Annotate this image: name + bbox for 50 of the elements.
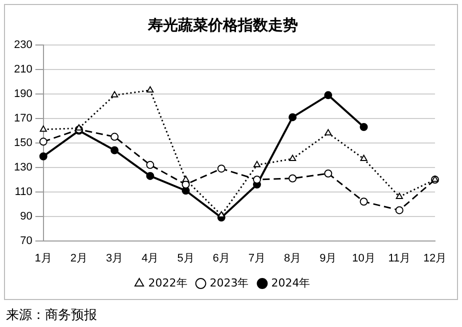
point: [324, 91, 332, 100]
y-tick-label: 150: [14, 136, 32, 149]
point: [288, 174, 297, 182]
point: [288, 113, 297, 122]
point: [360, 122, 368, 131]
x-tick-label: 4月: [142, 252, 159, 264]
x-tick-label: 6月: [212, 252, 230, 264]
point: [324, 169, 332, 178]
point: [395, 206, 404, 214]
point: [39, 138, 48, 146]
point: [182, 176, 190, 182]
point: [110, 132, 119, 141]
point: [360, 198, 368, 206]
y-tick-label: 110: [14, 186, 32, 198]
point: [289, 154, 296, 162]
point: [396, 192, 403, 199]
legend-label: 2023年: [210, 276, 249, 290]
y-tick-label: 170: [14, 112, 32, 124]
chart-title: 寿光蔬菜价格指数走势: [147, 16, 298, 34]
point: [253, 160, 261, 168]
point: [146, 86, 154, 93]
point: [39, 152, 48, 160]
y-tick-label: 70: [20, 234, 32, 247]
x-tick-label: 10月: [352, 252, 376, 264]
y-tick-label: 230: [14, 39, 32, 52]
legend-label: 2024年: [271, 276, 310, 290]
x-tick-label: 12月: [423, 252, 447, 264]
point: [252, 176, 261, 184]
point: [217, 164, 226, 173]
x-tick-label: 1月: [34, 252, 52, 264]
point: [75, 124, 82, 130]
point: [146, 172, 154, 180]
y-tick-label: 210: [14, 64, 32, 76]
y-tick-label: 90: [20, 210, 32, 222]
x-tick-label: 7月: [248, 252, 266, 264]
x-tick-label: 11月: [388, 252, 411, 264]
point: [324, 129, 332, 136]
x-tick-label: 3月: [106, 252, 124, 264]
y-tick-label: 130: [14, 161, 32, 174]
legend-label: 2022年: [148, 276, 188, 290]
point: [146, 160, 154, 169]
point: [360, 154, 368, 162]
point: [110, 146, 119, 154]
x-tick-label: 8月: [284, 252, 302, 264]
source-note: 来源：商务预报: [6, 307, 97, 324]
x-tick-label: 9月: [320, 252, 337, 264]
y-tick-label: 190: [14, 88, 32, 100]
x-tick-label: 5月: [177, 252, 194, 264]
point: [111, 91, 118, 98]
x-tick-label: 2月: [70, 252, 88, 264]
